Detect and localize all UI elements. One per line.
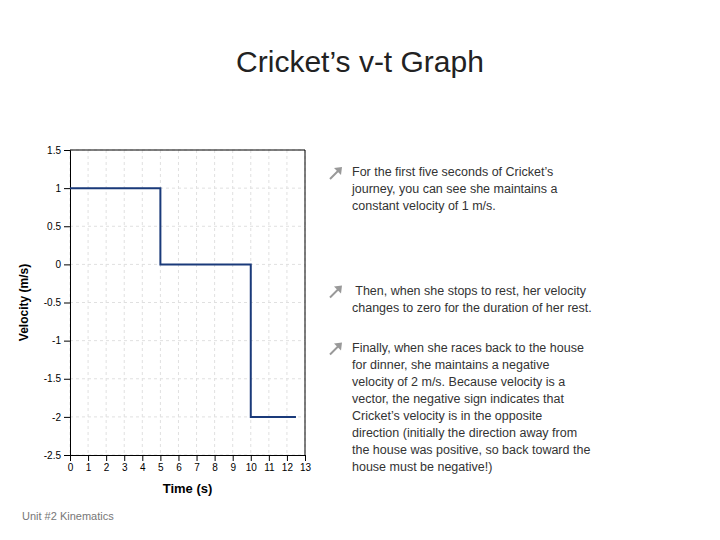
tick-label: 6 xyxy=(176,462,182,473)
tick-label: 3 xyxy=(122,462,128,473)
tick: 13 xyxy=(300,455,312,473)
annotation: Then, when she stops to rest, her veloci… xyxy=(352,284,592,315)
tick-label: 13 xyxy=(300,462,312,473)
tick: 10 xyxy=(246,455,258,473)
tick: -0.5 xyxy=(44,297,70,308)
tick-mark xyxy=(233,455,234,461)
grid-line xyxy=(70,378,305,379)
grid-line xyxy=(305,150,306,455)
tick-label: 1.5 xyxy=(47,145,61,156)
tick: 8 xyxy=(212,455,218,473)
grid-line xyxy=(70,226,305,227)
annotation: Finally, when she races back to the hous… xyxy=(352,341,590,474)
tick-label: 9 xyxy=(230,462,236,473)
tick-label: 7 xyxy=(194,462,200,473)
tick: 1 xyxy=(55,183,70,194)
tick-label: 1 xyxy=(55,183,61,194)
grid xyxy=(70,150,305,455)
tick: 0 xyxy=(55,259,70,270)
tick-label: 5 xyxy=(158,462,164,473)
tick-mark xyxy=(287,455,288,461)
tick-label: -2 xyxy=(52,412,61,423)
title: Cricket’s v-t Graph xyxy=(236,45,484,78)
tick-label: 11 xyxy=(264,462,275,473)
y-axis-line xyxy=(64,151,71,456)
tick-mark xyxy=(215,455,216,461)
tick: 3 xyxy=(122,455,128,473)
bullet-arrow-head xyxy=(334,286,342,294)
line xyxy=(70,188,296,417)
tick-mark xyxy=(64,226,70,227)
tick-label: 10 xyxy=(246,462,258,473)
grid-line xyxy=(70,302,305,303)
tick: 0.5 xyxy=(47,221,70,232)
bullet-arrow xyxy=(330,343,342,355)
tick-label: -1 xyxy=(52,335,61,346)
tick: 1 xyxy=(86,455,92,473)
tick-mark xyxy=(106,455,107,461)
tick: -2.5 xyxy=(44,450,70,461)
tick: -2 xyxy=(52,412,70,423)
tick-mark xyxy=(64,264,70,265)
tick-label: 4 xyxy=(140,462,146,473)
tick: 6 xyxy=(176,455,182,473)
tick-label: 2 xyxy=(104,462,110,473)
subtitle: Unit #2 Kinematics xyxy=(22,510,114,522)
tick-mark xyxy=(197,455,198,461)
bullet-arrow-head xyxy=(334,343,342,351)
tick-label: 12 xyxy=(282,462,294,473)
grid-line xyxy=(70,340,305,341)
tick: 11 xyxy=(264,455,275,473)
plot-area xyxy=(70,188,296,417)
chart: Cricket’s v-t Graph012345678910111213-2.… xyxy=(0,0,720,540)
grid-line xyxy=(70,150,305,151)
tick: 4 xyxy=(140,455,146,473)
frame-line xyxy=(305,150,306,455)
tick: -1 xyxy=(52,335,70,346)
frame-line xyxy=(70,150,305,151)
tick-label: -1.5 xyxy=(44,373,62,384)
tick-label: 0.5 xyxy=(47,221,61,232)
tick-label: 0 xyxy=(68,462,74,473)
tick-label: 8 xyxy=(212,462,218,473)
tick-label: 1 xyxy=(86,462,92,473)
tick-mark xyxy=(64,188,70,189)
tick-mark xyxy=(64,341,70,342)
y-axis: -2.5 -2 -1.5 -1 -0.5 0 0.5 1 1.5 xyxy=(44,145,71,461)
tick-mark xyxy=(160,455,161,461)
tick-mark xyxy=(142,455,143,461)
annotation: For the first five seconds of Cricket’sj… xyxy=(351,165,557,213)
tick: 0 xyxy=(68,455,74,473)
x-axis-line xyxy=(71,456,306,462)
tick: 1.5 xyxy=(47,145,70,156)
tick-mark xyxy=(269,455,270,461)
tick: 7 xyxy=(194,455,200,473)
tick-mark xyxy=(64,417,70,418)
tick-mark xyxy=(88,455,89,461)
tick-mark xyxy=(64,455,70,456)
bullet-arrow xyxy=(330,167,342,179)
x-axis-label: Time (s) xyxy=(163,481,213,496)
bullet-arrow-head xyxy=(334,167,342,175)
tick-mark xyxy=(305,455,306,461)
y-axis-label: Velocity (m/s) xyxy=(17,264,31,341)
tick-label: -2.5 xyxy=(44,450,62,461)
tick-label: -0.5 xyxy=(44,297,62,308)
tick-mark xyxy=(64,379,70,380)
tick-mark xyxy=(178,455,179,461)
tick-mark xyxy=(64,303,70,304)
bullet-arrow xyxy=(330,286,342,298)
tick-label: 0 xyxy=(55,259,61,270)
tick-mark xyxy=(251,455,252,461)
tick: 12 xyxy=(282,455,294,473)
tick: 9 xyxy=(230,455,236,473)
tick: 2 xyxy=(104,455,110,473)
tick-mark xyxy=(124,455,125,461)
tick-mark xyxy=(64,150,70,151)
tick: -1.5 xyxy=(44,373,70,384)
x-axis: 012345678910111213 xyxy=(68,455,312,473)
tick: 5 xyxy=(158,455,164,473)
